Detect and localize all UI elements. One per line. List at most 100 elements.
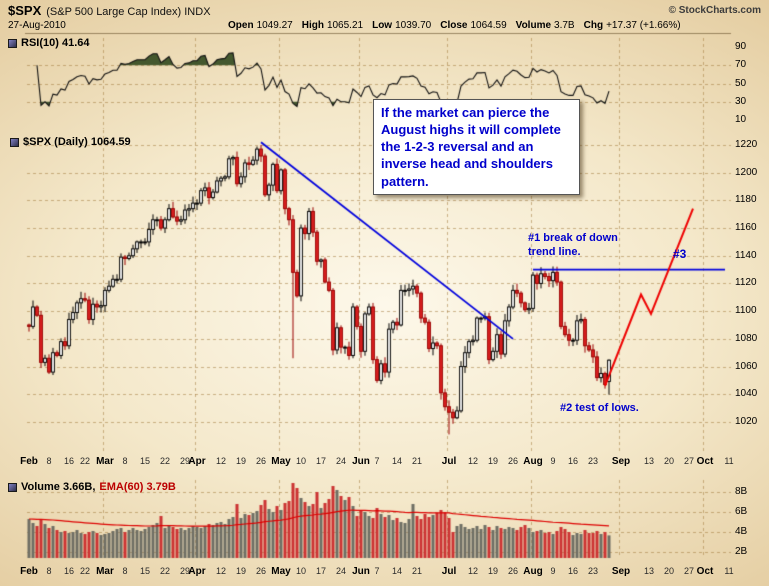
volume-axis-tick: 2B [735,546,748,557]
x-axis-label-top: 12 [467,456,479,466]
x-axis-label-bottom: Feb [20,566,38,577]
x-axis-label-bottom: Apr [188,566,206,577]
price-axis-tick: 1060 [735,360,758,372]
volume-legend: Volume 3.66B, EMA(60) 3.79B [8,481,176,493]
x-axis-label-bottom: 23 [587,566,599,576]
x-axis-label-bottom: 19 [235,566,247,576]
x-axis-label-bottom: 7 [374,566,380,576]
x-axis-label-top: Jul [441,456,457,467]
x-axis-label-bottom: Jul [441,566,457,577]
rsi-axis-tick: 10 [735,113,747,125]
price-axis-tick: 1200 [735,166,758,178]
price-series-icon [10,137,19,147]
annotation-textbox: If the market can pierce the August high… [373,99,580,195]
symbol-description: (S&P 500 Large Cap Index) INDX [46,6,211,18]
x-axis-label-bottom: 14 [391,566,403,576]
quote-label: High [301,20,324,31]
x-axis-label-bottom: Mar [96,566,114,577]
price-axis-tick: 1020 [735,415,758,427]
quote-label: Close [440,20,468,31]
x-axis-label-top: 26 [255,456,267,466]
rsi-legend-label: RSI(10) 41.64 [21,37,90,49]
x-axis-label-top: 26 [507,456,519,466]
x-axis-label-bottom: 21 [411,566,423,576]
x-axis-label-top: 19 [487,456,499,466]
x-axis-label-top: 21 [411,456,423,466]
price-axis-tick: 1100 [735,305,757,317]
symbol: $SPX [8,3,42,18]
rsi-axis-tick: 90 [735,41,747,53]
x-axis-label-top: Aug [523,456,543,467]
x-axis-label-top: 20 [663,456,675,466]
x-axis-label-bottom: 16 [567,566,579,576]
ohlc-quote-row: Open 1049.27 High 1065.21 Low 1039.70 Close 106… [228,20,690,31]
x-axis-label-top: Oct [696,456,714,467]
x-axis-label-bottom: 12 [215,566,227,576]
quote-value: +17.37 (+1.66%) [606,20,681,31]
x-axis-label-top: May [271,456,291,467]
x-axis-label-bottom: 17 [315,566,327,576]
volume-legend-label: Volume 3.66B, [21,481,96,493]
quote-label: Volume [515,20,552,31]
x-axis-label-top: 8 [122,456,128,466]
x-axis-label-bottom: 26 [507,566,519,576]
quote-value: 1049.27 [256,20,293,31]
volume-series-icon [8,482,17,492]
x-axis-label-top: 11 [724,456,734,466]
price-axis-tick: 1140 [735,249,757,261]
x-axis-label-top: 22 [79,456,91,466]
x-axis-label-bottom: 16 [63,566,75,576]
x-axis-label-bottom: 9 [550,566,556,576]
x-axis-label-bottom: Aug [523,566,543,577]
annotation-point-3: #3 [673,247,687,261]
x-axis-label-bottom: Sep [611,566,631,577]
x-axis-label-top: 16 [63,456,75,466]
volume-axis-tick: 6B [735,506,748,517]
quote-label: Chg [583,20,604,31]
price-axis-tick: 1080 [735,332,758,344]
chart-header: $SPX (S&P 500 Large Cap Index) INDX [8,3,211,18]
price-axis-tick: 1180 [735,194,757,206]
quote-value: 1039.70 [395,20,432,31]
price-axis-tick: 1040 [735,388,758,400]
chart-date: 27-Aug-2010 [8,20,66,31]
x-axis-label-top: 29 [179,456,191,466]
x-axis-label-bottom: 10 [295,566,307,576]
annotation-break-trendline: #1 break of down trend line. [528,232,618,258]
x-axis-label-top: 13 [643,456,655,466]
x-axis-label-top: 23 [587,456,599,466]
x-axis-label-bottom: 22 [79,566,91,576]
volume-axis-tick: 4B [735,526,748,537]
x-axis-label-bottom: 26 [255,566,267,576]
x-axis-label-top: Mar [96,456,114,467]
x-axis-label-bottom: 20 [663,566,675,576]
price-legend: $SPX (Daily) 1064.59 [10,136,131,148]
stockcharts-credit-link[interactable]: © StockCharts.com [668,5,761,16]
quote-value: 3.7B [554,20,575,31]
x-axis-label-bottom: 22 [159,566,171,576]
x-axis-label-bottom: Jun [352,566,370,577]
x-axis-label-top: 12 [215,456,227,466]
x-axis-label-bottom: 15 [139,566,151,576]
x-axis-label-bottom: 19 [487,566,499,576]
x-axis-label-bottom: 29 [179,566,191,576]
x-axis-label-top: 17 [315,456,327,466]
x-axis-label-top: Sep [611,456,631,467]
price-legend-label: $SPX (Daily) 1064.59 [23,136,131,148]
x-axis-label-top: 19 [235,456,247,466]
rsi-legend: RSI(10) 41.64 [8,37,89,49]
x-axis-label-bottom: Oct [696,566,714,577]
rsi-axis-tick: 50 [735,77,747,89]
rsi-indicator-icon [8,38,17,48]
volume-ema-label: EMA(60) 3.79B [99,481,176,493]
x-axis-label-top: Feb [20,456,38,467]
x-axis-label-bottom: 8 [122,566,128,576]
x-axis-label-top: 15 [139,456,151,466]
x-axis-label-top: 7 [374,456,380,466]
x-axis-label-top: 22 [159,456,171,466]
x-axis-label-top: 27 [683,456,695,466]
x-axis-label-top: 16 [567,456,579,466]
x-axis-label-bottom: 8 [46,566,52,576]
